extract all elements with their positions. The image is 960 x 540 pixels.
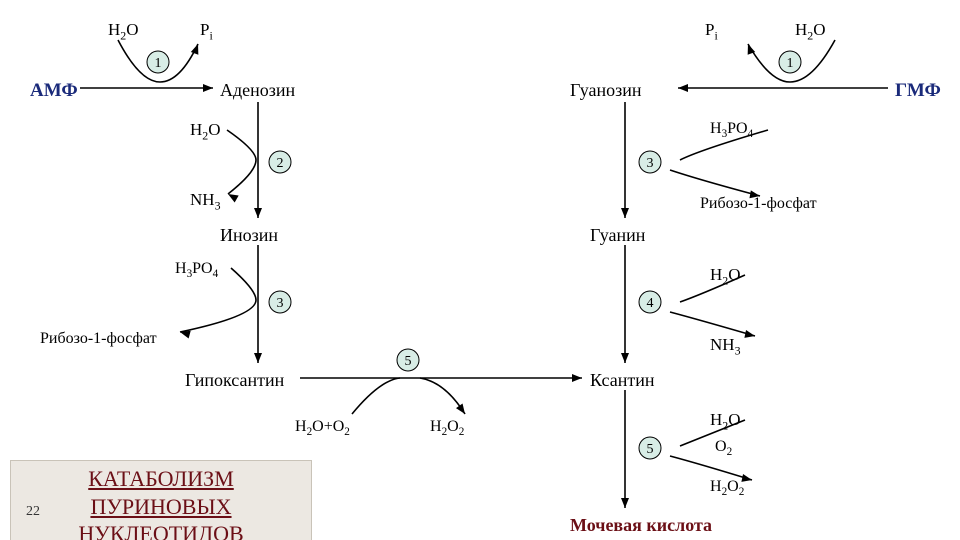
svg-text:5: 5 [405,354,412,369]
svg-text:2: 2 [277,156,284,171]
lbl-h3po4-r: H3PO4 [710,120,753,140]
svg-text:3: 3 [277,296,284,311]
node-adenosine: Аденозин [220,80,295,101]
lbl-nh3-l: NH3 [190,190,221,213]
lbl-h2o-g: H2O [710,265,741,288]
lbl-h2o2-x: H2O2 [710,478,744,498]
node-xanthine: Ксантин [590,370,655,391]
lbl-h2o2-a: H2O2 [430,418,464,438]
node-hypoxanthine: Гипоксантин [185,370,284,391]
node-amf: АМФ [30,80,78,102]
title-line2: НУКЛЕОТИДОВ [21,520,301,540]
svg-text:1: 1 [155,56,162,71]
svg-text:5: 5 [647,442,654,457]
lbl-h2o-l1: H2O [108,20,139,43]
node-inosine: Инозин [220,225,278,246]
page-number: 22 [26,504,40,520]
node-guanosine: Гуанозин [570,80,641,101]
pathway-svg: 1 1 2 3 3 4 5 5 [0,0,960,540]
node-guanine: Гуанин [590,225,645,246]
svg-text:4: 4 [647,296,654,311]
node-ribose-l: Рибозо-1-фосфат [40,330,157,348]
lbl-h2o-r1: H2O [795,20,826,43]
node-gmf: ГМФ [895,80,941,102]
lbl-nh3-g: NH3 [710,335,741,358]
lbl-o2-x: O2 [715,438,732,458]
lbl-h3po4-l: H3PO4 [175,260,218,280]
svg-text:1: 1 [787,56,794,71]
title-box: КАТАБОЛИЗМ ПУРИНОВЫХ НУКЛЕОТИДОВ [10,460,312,540]
lbl-pi-r: Pi [705,20,718,43]
lbl-pi-l: Pi [200,20,213,43]
title-line1: КАТАБОЛИЗМ ПУРИНОВЫХ [21,465,301,520]
lbl-h2o-o2: H2O+O2 [295,418,350,438]
lbl-h2o-l2: H2O [190,120,221,143]
lbl-h2o-x: H2O [710,410,741,433]
node-uric-acid: Мочевая кислота [570,515,712,536]
node-ribose-r: Рибозо-1-фосфат [700,195,817,213]
svg-text:3: 3 [647,156,654,171]
diagram-stage: 1 1 2 3 3 4 5 5 АМФ H2O Pi Аденозин H2O NH3 Ино… [0,0,960,540]
